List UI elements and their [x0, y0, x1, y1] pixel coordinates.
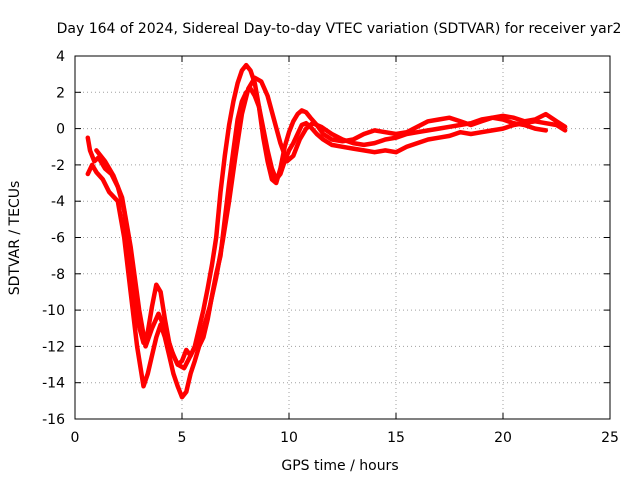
- series-line-trace-c: [94, 75, 549, 371]
- chart-title: Day 164 of 2024, Sidereal Day-to-day VTE…: [57, 21, 622, 37]
- data-series: [85, 62, 568, 400]
- y-tick-label: -4: [51, 194, 65, 210]
- x-tick-label: 25: [601, 430, 619, 446]
- y-axis-label: SDTVAR / TECUs: [7, 181, 23, 296]
- y-tick-label: -6: [51, 231, 65, 247]
- y-tick-label: 2: [56, 85, 65, 101]
- x-tick-label: 10: [280, 430, 298, 446]
- y-tick-label: -10: [42, 303, 65, 319]
- axis-ticks: 0 5 10 15 20 25 -16 -14 -12 -10 -8 -6 -4 -2 0 2 4: [42, 49, 619, 446]
- y-tick-label: -16: [42, 412, 65, 428]
- x-tick-label: 5: [178, 430, 187, 446]
- x-tick-label: 20: [494, 430, 512, 446]
- x-tick-label: 0: [71, 430, 80, 446]
- y-tick-label: 0: [56, 122, 65, 138]
- y-tick-label: 4: [56, 49, 65, 65]
- x-axis-label: GPS time / hours: [281, 458, 398, 474]
- x-tick-label: 15: [387, 430, 405, 446]
- y-tick-label: -8: [51, 267, 65, 283]
- y-tick-label: -14: [42, 376, 65, 392]
- y-tick-label: -2: [51, 158, 65, 174]
- y-tick-label: -12: [42, 339, 65, 355]
- series-line-trace-b: [85, 86, 568, 400]
